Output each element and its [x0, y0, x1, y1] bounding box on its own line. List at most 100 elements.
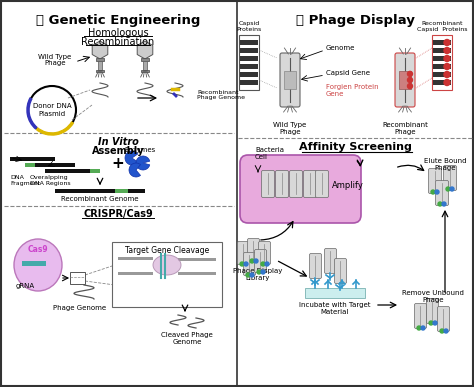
Bar — [240, 48, 258, 53]
Bar — [141, 58, 149, 61]
Circle shape — [408, 84, 412, 89]
Text: Affinity Screening: Affinity Screening — [299, 142, 411, 152]
Bar — [433, 80, 451, 85]
Bar — [305, 288, 365, 298]
Text: Homologous: Homologous — [88, 28, 148, 38]
Circle shape — [444, 48, 450, 53]
FancyBboxPatch shape — [262, 171, 274, 197]
Circle shape — [433, 321, 437, 325]
Bar — [433, 48, 451, 53]
Bar — [239, 35, 259, 90]
Circle shape — [421, 326, 425, 330]
Circle shape — [246, 273, 250, 277]
Text: Overalpping
DNA Regions: Overalpping DNA Regions — [30, 175, 71, 186]
Circle shape — [261, 270, 265, 274]
FancyBboxPatch shape — [444, 166, 456, 190]
Bar — [10, 157, 55, 161]
Bar — [115, 189, 128, 192]
Circle shape — [250, 273, 254, 277]
Text: Recombinant Genome: Recombinant Genome — [61, 196, 139, 202]
Text: Capsid
Proteins: Capsid Proteins — [237, 21, 262, 32]
Circle shape — [444, 39, 450, 46]
Ellipse shape — [153, 255, 181, 275]
Wedge shape — [136, 156, 150, 170]
Text: Incubate with Target
Material: Incubate with Target Material — [299, 302, 371, 315]
Text: Capsid Gene: Capsid Gene — [326, 70, 370, 76]
Text: Bacteria
Cell: Bacteria Cell — [255, 147, 284, 160]
Text: Wild Type
Phage: Wild Type Phage — [273, 122, 307, 135]
Ellipse shape — [14, 239, 62, 291]
FancyBboxPatch shape — [255, 250, 266, 272]
Wedge shape — [125, 151, 138, 165]
Text: Wild Type
Phage: Wild Type Phage — [38, 53, 72, 67]
FancyBboxPatch shape — [395, 53, 415, 107]
Text: Phage Display
Library: Phage Display Library — [233, 268, 283, 281]
Bar — [118, 272, 153, 275]
Circle shape — [444, 72, 450, 77]
Text: Elute Bound
Phage: Elute Bound Phage — [424, 158, 466, 171]
Bar — [399, 71, 411, 89]
Bar — [240, 56, 258, 61]
FancyBboxPatch shape — [303, 171, 317, 197]
Text: Enzymes: Enzymes — [124, 147, 155, 153]
Text: Forgien Protein
Gene: Forgien Protein Gene — [326, 84, 379, 97]
Text: Ⓐ Genetic Engineering: Ⓐ Genetic Engineering — [36, 14, 200, 27]
Bar — [433, 64, 451, 69]
Text: Target Gene Cleavage: Target Gene Cleavage — [125, 246, 209, 255]
Bar — [240, 40, 258, 45]
Bar — [240, 64, 258, 69]
Polygon shape — [92, 41, 108, 59]
FancyBboxPatch shape — [316, 171, 328, 197]
Bar — [178, 258, 216, 261]
Bar — [433, 56, 451, 61]
Bar — [284, 71, 296, 89]
FancyBboxPatch shape — [280, 53, 300, 107]
Text: CRISPR/Cas9: CRISPR/Cas9 — [83, 209, 153, 219]
Text: Phage Genome: Phage Genome — [54, 305, 107, 311]
FancyBboxPatch shape — [240, 155, 361, 223]
Text: Donor DNA
Plasmid: Donor DNA Plasmid — [33, 103, 71, 116]
Circle shape — [446, 187, 450, 191]
FancyBboxPatch shape — [436, 180, 448, 205]
Text: Assembly: Assembly — [91, 146, 144, 156]
Bar — [432, 35, 452, 90]
FancyBboxPatch shape — [275, 171, 289, 197]
Text: Amplify: Amplify — [332, 182, 364, 190]
Circle shape — [257, 270, 261, 274]
Text: Recombinant
Phage Genome: Recombinant Phage Genome — [197, 90, 245, 100]
Polygon shape — [137, 41, 153, 59]
Bar — [399, 71, 411, 89]
FancyBboxPatch shape — [244, 252, 255, 276]
Bar — [55, 189, 145, 192]
Text: Recombinant
Phage: Recombinant Phage — [382, 122, 428, 135]
Text: +: + — [111, 156, 124, 171]
FancyBboxPatch shape — [427, 298, 438, 324]
Bar — [112, 242, 222, 307]
Text: Recombinant
Capsid  Proteins: Recombinant Capsid Proteins — [417, 21, 467, 32]
Circle shape — [408, 77, 412, 82]
Circle shape — [442, 202, 446, 206]
FancyBboxPatch shape — [290, 171, 302, 197]
Bar — [70, 272, 85, 284]
Circle shape — [444, 55, 450, 62]
Circle shape — [244, 262, 248, 266]
FancyBboxPatch shape — [237, 241, 249, 264]
Bar — [98, 61, 102, 70]
Circle shape — [431, 190, 435, 194]
Bar — [143, 61, 147, 70]
Circle shape — [261, 262, 265, 266]
Circle shape — [444, 63, 450, 70]
Text: Ⓑ Phage Display: Ⓑ Phage Display — [296, 14, 414, 27]
Bar — [22, 261, 46, 266]
FancyBboxPatch shape — [258, 241, 271, 264]
FancyBboxPatch shape — [428, 168, 441, 194]
Circle shape — [265, 262, 269, 266]
Bar — [96, 58, 104, 61]
Circle shape — [408, 71, 412, 76]
Bar — [25, 163, 35, 166]
Text: DNA
Fragment: DNA Fragment — [10, 175, 40, 186]
Bar — [433, 40, 451, 45]
Wedge shape — [129, 163, 140, 177]
Text: Recombination: Recombination — [82, 37, 155, 47]
Circle shape — [438, 202, 442, 206]
